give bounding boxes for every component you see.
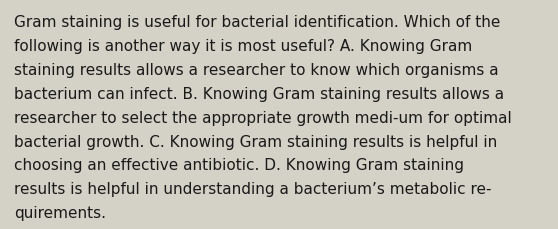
Text: bacterium can infect. B. Knowing Gram staining results allows a: bacterium can infect. B. Knowing Gram st… (14, 86, 504, 101)
Text: quirements.: quirements. (14, 205, 106, 220)
Text: following is another way it is most useful? A. Knowing Gram: following is another way it is most usef… (14, 39, 472, 54)
Text: Gram staining is useful for bacterial identification. Which of the: Gram staining is useful for bacterial id… (14, 15, 501, 30)
Text: staining results allows a researcher to know which organisms a: staining results allows a researcher to … (14, 63, 499, 77)
Text: results is helpful in understanding a bacterium’s metabolic re-: results is helpful in understanding a ba… (14, 182, 492, 196)
Text: choosing an effective antibiotic. D. Knowing Gram staining: choosing an effective antibiotic. D. Kno… (14, 158, 464, 173)
Text: researcher to select the appropriate growth medi-um for optimal: researcher to select the appropriate gro… (14, 110, 512, 125)
Text: bacterial growth. C. Knowing Gram staining results is helpful in: bacterial growth. C. Knowing Gram staini… (14, 134, 497, 149)
